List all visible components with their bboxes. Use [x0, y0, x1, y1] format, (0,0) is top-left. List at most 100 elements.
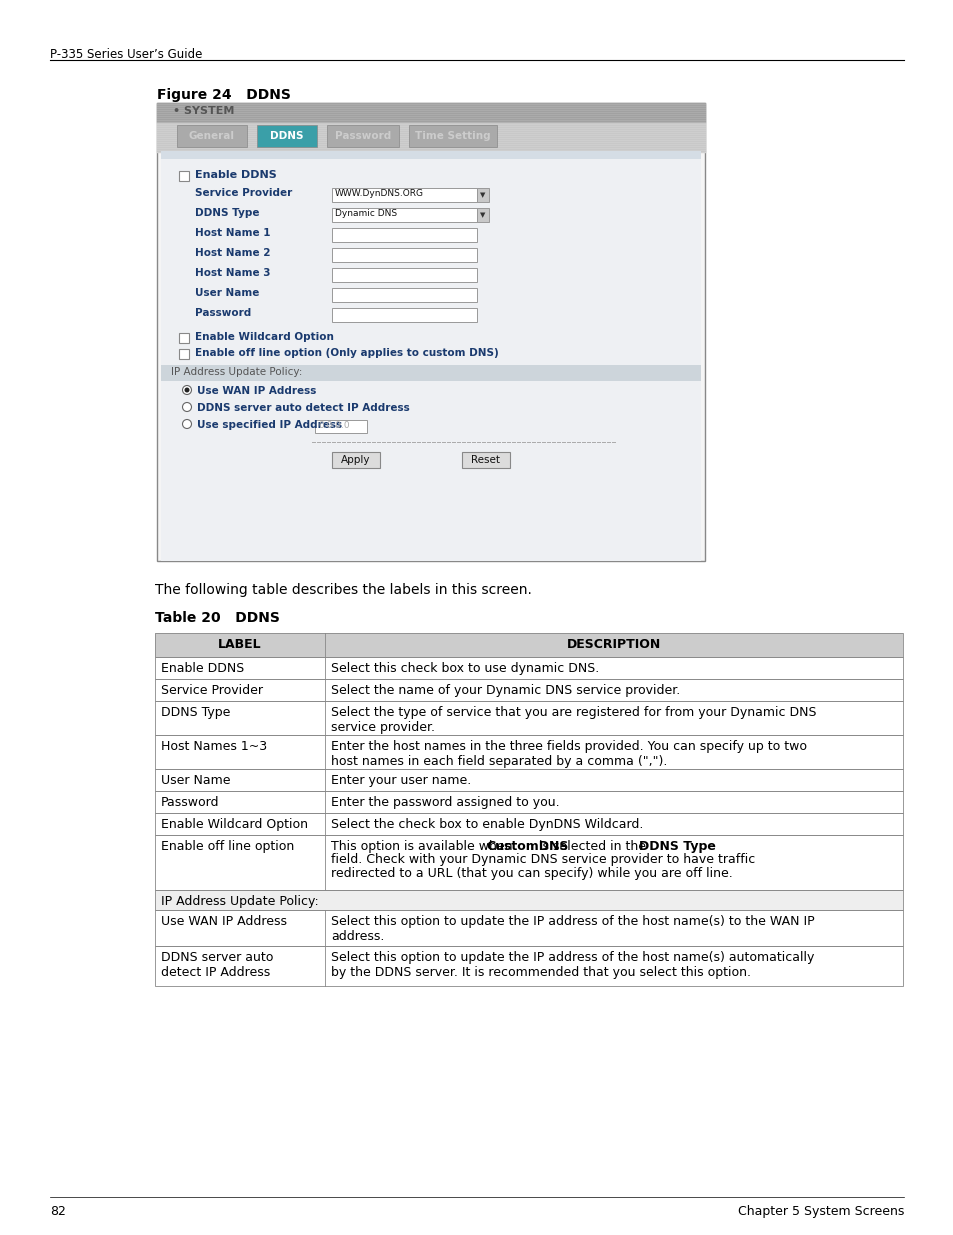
Bar — [154, 910, 902, 946]
Text: Host Name 1: Host Name 1 — [194, 228, 271, 238]
Bar — [179, 350, 189, 359]
Circle shape — [182, 385, 192, 394]
Text: Chapter 5 System Screens: Chapter 5 System Screens — [737, 1205, 903, 1218]
Text: This option is available when: This option is available when — [331, 840, 516, 853]
Text: Enter your user name.: Enter your user name. — [331, 774, 471, 787]
Text: Use WAN IP Address: Use WAN IP Address — [196, 387, 316, 396]
Bar — [154, 735, 902, 769]
Text: Enable DDNS: Enable DDNS — [194, 170, 276, 180]
Text: DDNS Type: DDNS Type — [639, 840, 715, 853]
Text: IP Address Update Policy:: IP Address Update Policy: — [171, 367, 302, 377]
Text: IP Address Update Policy:: IP Address Update Policy: — [161, 895, 318, 908]
Bar — [154, 835, 902, 890]
Bar — [256, 125, 316, 147]
Bar — [154, 769, 902, 790]
Text: Service Provider: Service Provider — [194, 188, 292, 198]
Bar — [314, 420, 367, 433]
Bar — [332, 288, 476, 303]
Text: User Name: User Name — [161, 774, 231, 787]
Text: 82: 82 — [50, 1205, 66, 1218]
Text: Enter the password assigned to you.: Enter the password assigned to you. — [331, 797, 559, 809]
Text: Select the name of your Dynamic DNS service provider.: Select the name of your Dynamic DNS serv… — [331, 684, 679, 697]
Bar — [476, 207, 489, 222]
Bar — [154, 910, 902, 946]
Text: DDNS Type: DDNS Type — [161, 706, 230, 719]
Text: P-335 Series User’s Guide: P-335 Series User’s Guide — [50, 48, 202, 61]
Bar — [161, 366, 700, 382]
Bar — [332, 452, 379, 468]
Text: Service Provider: Service Provider — [161, 684, 263, 697]
Bar — [154, 813, 902, 835]
Bar — [327, 125, 398, 147]
Circle shape — [182, 403, 192, 411]
Bar — [154, 679, 902, 701]
Bar — [179, 333, 189, 343]
Text: • SYSTEM: • SYSTEM — [172, 106, 234, 116]
Text: Figure 24   DDNS: Figure 24 DDNS — [157, 88, 291, 103]
Bar — [332, 268, 476, 282]
Text: 0.0.0.0: 0.0.0.0 — [317, 421, 349, 430]
Bar — [461, 452, 510, 468]
Bar — [332, 207, 476, 222]
Text: Select this option to update the IP address of the host name(s) automatically
by: Select this option to update the IP addr… — [331, 951, 814, 979]
Text: DDNS server auto detect IP Address: DDNS server auto detect IP Address — [196, 403, 410, 412]
Bar — [161, 151, 700, 561]
Bar — [154, 679, 902, 701]
Text: Enter the host names in the three fields provided. You can specify up to two
hos: Enter the host names in the three fields… — [331, 740, 806, 768]
Bar — [154, 657, 902, 679]
Text: Host Name 2: Host Name 2 — [194, 248, 271, 258]
Text: Host Names 1~3: Host Names 1~3 — [161, 740, 267, 753]
Text: is selected in the: is selected in the — [535, 840, 650, 853]
Text: Use specified IP Address: Use specified IP Address — [196, 420, 342, 430]
Bar — [154, 790, 902, 813]
Text: Dynamic DNS: Dynamic DNS — [335, 209, 396, 219]
Bar — [179, 170, 189, 182]
Bar — [332, 188, 476, 203]
Text: Select the check box to enable DynDNS Wildcard.: Select the check box to enable DynDNS Wi… — [331, 818, 642, 831]
Text: DDNS Type: DDNS Type — [194, 207, 259, 219]
Text: DDNS server auto
detect IP Address: DDNS server auto detect IP Address — [161, 951, 274, 979]
Bar — [177, 125, 247, 147]
Text: Apply: Apply — [341, 454, 371, 466]
Text: Password: Password — [335, 131, 391, 141]
Circle shape — [184, 388, 190, 393]
Text: Time Setting: Time Setting — [415, 131, 490, 141]
Text: Select this check box to use dynamic DNS.: Select this check box to use dynamic DNS… — [331, 662, 598, 676]
Text: ▼: ▼ — [479, 212, 485, 219]
Text: Enable Wildcard Option: Enable Wildcard Option — [194, 332, 334, 342]
Text: redirected to a URL (that you can specify) while you are off line.: redirected to a URL (that you can specif… — [331, 867, 732, 881]
Bar — [332, 228, 476, 242]
Text: ▼: ▼ — [479, 191, 485, 198]
Text: DESCRIPTION: DESCRIPTION — [566, 638, 660, 652]
Text: Select this option to update the IP address of the host name(s) to the WAN IP
ad: Select this option to update the IP addr… — [331, 915, 814, 944]
Bar — [154, 890, 902, 910]
Text: Table 20   DDNS: Table 20 DDNS — [154, 611, 279, 625]
Bar — [157, 103, 704, 561]
Bar — [154, 634, 902, 657]
Text: General: General — [189, 131, 234, 141]
Text: field. Check with your Dynamic DNS service provider to have traffic: field. Check with your Dynamic DNS servi… — [331, 853, 755, 867]
Text: Use WAN IP Address: Use WAN IP Address — [161, 915, 287, 927]
Bar — [154, 769, 902, 790]
Text: Password: Password — [161, 797, 219, 809]
Bar — [332, 308, 476, 322]
Text: Password: Password — [194, 308, 251, 317]
Bar — [154, 657, 902, 679]
Text: Select the type of service that you are registered for from your Dynamic DNS
ser: Select the type of service that you are … — [331, 706, 816, 734]
Text: Enable off line option (Only applies to custom DNS): Enable off line option (Only applies to … — [194, 348, 498, 358]
Bar — [154, 946, 902, 986]
Circle shape — [182, 420, 192, 429]
Bar — [476, 188, 489, 203]
Text: LABEL: LABEL — [218, 638, 261, 652]
Bar — [154, 890, 902, 910]
Text: Enable off line option: Enable off line option — [161, 840, 294, 853]
Bar — [161, 151, 700, 159]
Text: Reset: Reset — [471, 454, 500, 466]
Bar — [154, 946, 902, 986]
Bar — [154, 813, 902, 835]
Text: WWW.DynDNS.ORG: WWW.DynDNS.ORG — [335, 189, 423, 198]
Text: Enable Wildcard Option: Enable Wildcard Option — [161, 818, 308, 831]
Bar — [154, 701, 902, 735]
Bar — [154, 790, 902, 813]
Text: DDNS: DDNS — [270, 131, 303, 141]
